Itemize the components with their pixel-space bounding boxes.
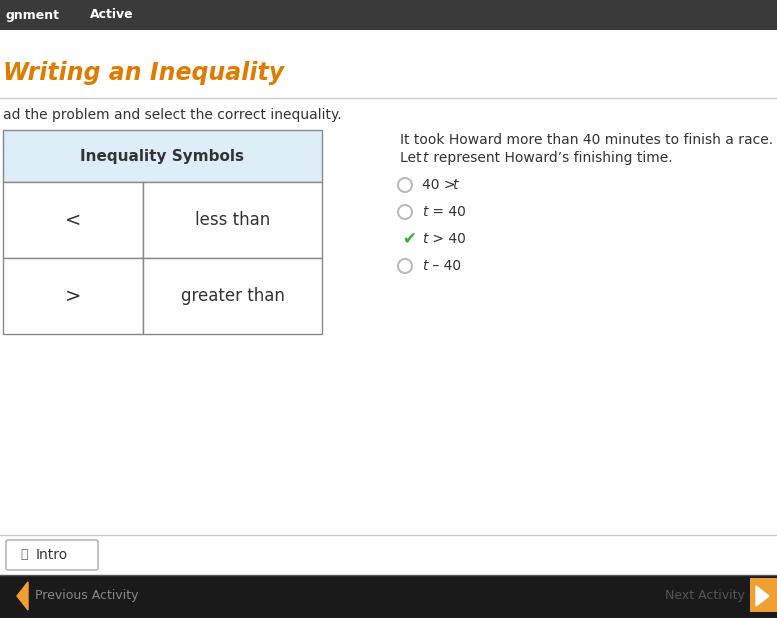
Text: It took Howard more than 40 minutes to finish a race.: It took Howard more than 40 minutes to f… xyxy=(400,133,773,147)
Text: Intro: Intro xyxy=(36,548,68,562)
Text: t: t xyxy=(422,151,427,165)
Text: gnment: gnment xyxy=(5,9,59,22)
Polygon shape xyxy=(756,586,769,606)
Text: less than: less than xyxy=(195,211,270,229)
Text: = 40: = 40 xyxy=(427,205,465,219)
Bar xyxy=(750,578,777,612)
Text: represent Howard’s finishing time.: represent Howard’s finishing time. xyxy=(429,151,673,165)
Text: ✔: ✔ xyxy=(402,230,416,248)
Text: Let: Let xyxy=(400,151,426,165)
Text: 40 >: 40 > xyxy=(422,178,460,192)
Text: >: > xyxy=(65,287,82,305)
Text: ad the problem and select the correct inequality.: ad the problem and select the correct in… xyxy=(3,108,342,122)
FancyBboxPatch shape xyxy=(6,540,98,570)
Text: t: t xyxy=(422,205,427,219)
Bar xyxy=(3,258,144,334)
Text: Inequality Symbols: Inequality Symbols xyxy=(81,148,245,164)
Bar xyxy=(0,575,777,618)
Text: Active: Active xyxy=(90,9,134,22)
Text: t: t xyxy=(452,178,458,192)
Text: Previous Activity: Previous Activity xyxy=(35,590,138,603)
Text: t: t xyxy=(422,259,427,273)
Text: Next Activity: Next Activity xyxy=(665,590,745,603)
Bar xyxy=(3,130,322,182)
Text: Writing an Inequality: Writing an Inequality xyxy=(3,61,284,85)
Polygon shape xyxy=(17,582,28,610)
Text: greater than: greater than xyxy=(181,287,284,305)
Text: – 40: – 40 xyxy=(427,259,461,273)
Text: > 40: > 40 xyxy=(427,232,465,246)
Bar xyxy=(0,0,777,30)
Text: t: t xyxy=(422,232,427,246)
Text: <: < xyxy=(65,211,82,229)
Text: 🔊: 🔊 xyxy=(20,549,27,562)
Bar xyxy=(3,182,144,258)
Bar xyxy=(144,182,322,258)
Bar xyxy=(144,258,322,334)
